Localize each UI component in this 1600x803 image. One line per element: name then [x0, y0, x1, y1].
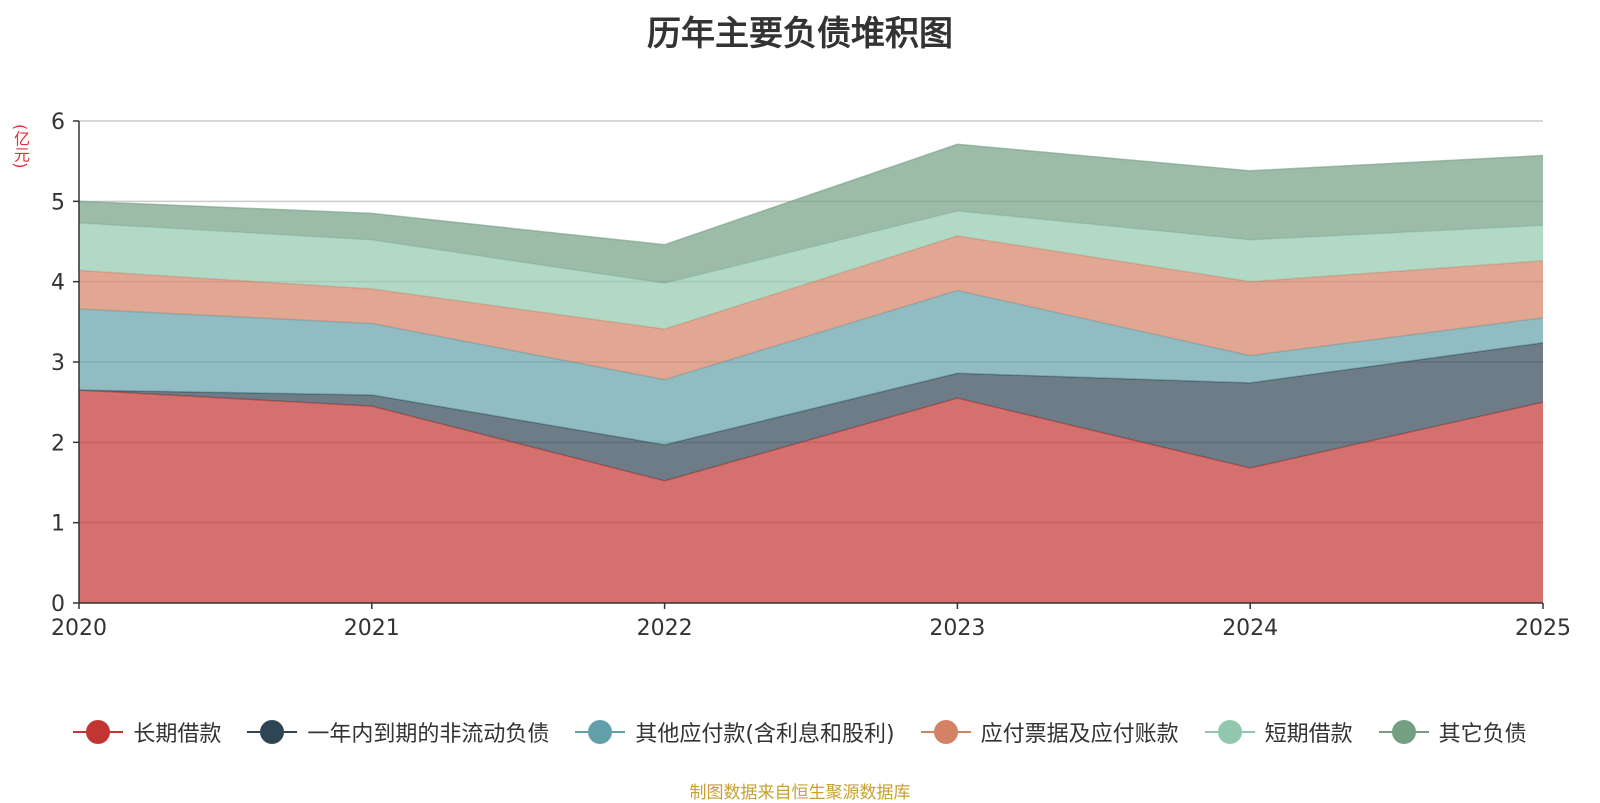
legend-item[interactable]: 一年内到期的非流动负债: [247, 716, 549, 748]
y-axis-unit-label: (亿元): [11, 124, 30, 169]
chart-title: 历年主要负债堆积图: [647, 14, 953, 54]
legend-label: 长期借款: [133, 722, 222, 747]
legend-marker-icon: [1204, 720, 1255, 744]
area-series-4: [79, 210, 1543, 330]
legend: 长期借款 一年内到期的非流动负债 其他应付款(含利息和股利) 应付票据及应付账款 短期借…: [0, 716, 1600, 748]
legend-label: 应付票据及应付账款: [980, 722, 1179, 747]
x-tick-label: 2024: [1222, 616, 1278, 641]
source-note: 制图数据来自恒生聚源数据库: [689, 783, 911, 803]
series-edge-line-5: [78, 143, 1544, 246]
legend-item[interactable]: 应付票据及应付账款: [920, 716, 1179, 748]
y-tick-label: 6: [51, 110, 65, 135]
y-tick-label: 5: [51, 190, 65, 215]
axes: 0 1 2 3 4 5 6 2020 2021 2022 2023 2024 2025: [51, 110, 1571, 641]
legend-item[interactable]: 其他应付款(含利息和股利): [575, 716, 895, 748]
x-tick-label: 2023: [929, 616, 985, 641]
legend-label: 其它负债: [1438, 722, 1527, 747]
legend-marker-icon: [73, 720, 124, 744]
area-series-2: [79, 290, 1543, 445]
legend-item[interactable]: 其它负债: [1378, 716, 1527, 748]
legend-marker-icon: [1378, 720, 1429, 744]
y-tick-label: 4: [51, 271, 65, 296]
y-tick-label: 1: [51, 512, 65, 537]
x-tick-label: 2020: [51, 616, 107, 641]
area-series-1: [79, 342, 1543, 481]
y-tick-label: 3: [51, 351, 65, 376]
legend-item[interactable]: 短期借款: [1204, 716, 1353, 748]
area-series-layer: [78, 143, 1544, 603]
area-series-5: [79, 144, 1543, 284]
legend-label: 其他应付款(含利息和股利): [635, 722, 895, 747]
area-series-3: [79, 235, 1543, 380]
x-tick-label: 2025: [1515, 616, 1571, 641]
x-tick-label: 2021: [344, 616, 400, 641]
y-tick-label: 2: [51, 431, 65, 456]
legend-item[interactable]: 长期借款: [73, 716, 221, 748]
y-tick-label: 0: [51, 592, 65, 617]
legend-marker-icon: [247, 720, 298, 744]
legend-marker-icon: [920, 720, 971, 744]
x-tick-label: 2022: [637, 616, 693, 641]
legend-label: 短期借款: [1264, 722, 1353, 747]
area-series-0: [79, 390, 1543, 603]
legend-marker-icon: [575, 720, 626, 744]
legend-label: 一年内到期的非流动负债: [307, 722, 550, 747]
